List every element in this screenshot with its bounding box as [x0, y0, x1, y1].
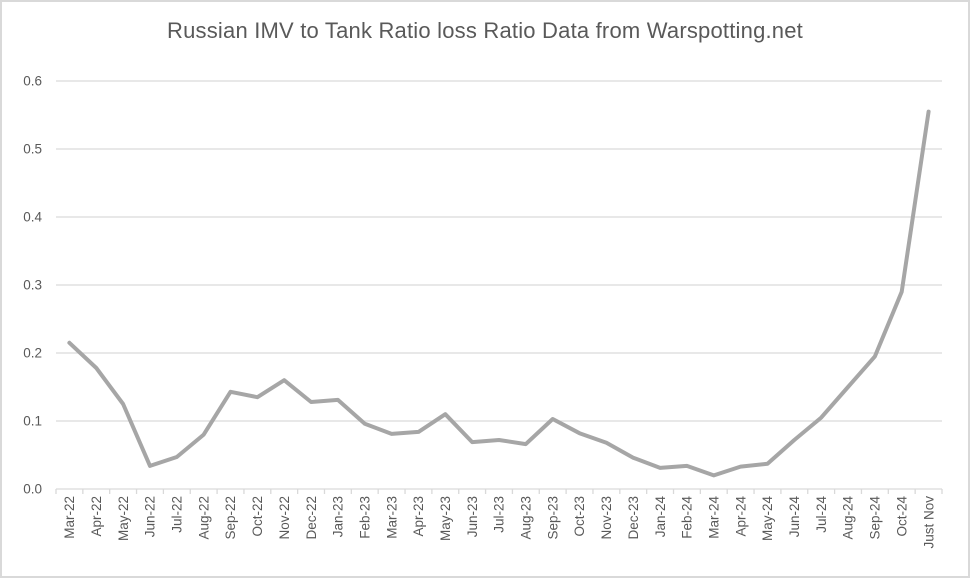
- y-axis-label: 0.6: [23, 74, 42, 89]
- y-axis-labels: 0.0 0.1 0.2 0.3 0.4 0.5 0.6: [23, 74, 42, 497]
- x-axis-label: Jul-24: [814, 496, 829, 533]
- x-axis-ticks: [55, 489, 943, 494]
- x-axis-label: Apr-24: [733, 496, 748, 537]
- x-axis-label: Aug-24: [841, 496, 856, 540]
- x-axis-label: Jun-24: [787, 496, 802, 538]
- x-axis-label: Dec-22: [304, 496, 319, 540]
- chart-title: Russian IMV to Tank Ratio loss Ratio Dat…: [167, 18, 803, 43]
- x-axis-label: Feb-23: [357, 496, 372, 539]
- x-axis-label: Sep-23: [545, 496, 560, 540]
- x-axis-label: May-23: [438, 496, 453, 541]
- x-axis-label: May-24: [760, 496, 775, 542]
- y-axis-label: 0.0: [23, 482, 42, 497]
- x-axis-label: Sep-22: [223, 496, 238, 540]
- x-axis-label: Apr-22: [89, 496, 104, 537]
- x-axis-label: Mar-22: [62, 496, 77, 539]
- x-axis-label: May-22: [116, 496, 131, 541]
- x-axis-label: Feb-24: [680, 496, 695, 539]
- x-axis-label: Jan-23: [331, 496, 346, 537]
- y-axis-label: 0.3: [23, 278, 42, 293]
- x-axis-label: Just Nov: [921, 496, 936, 549]
- x-axis-label: Jul-22: [170, 496, 185, 533]
- x-axis-label: Jun-23: [465, 496, 480, 537]
- y-axis-label: 0.4: [23, 210, 42, 225]
- x-axis-label: Sep-24: [868, 496, 883, 540]
- x-axis-label: Apr-23: [411, 496, 426, 537]
- gridlines: [56, 80, 942, 490]
- x-axis-label: Mar-24: [706, 496, 721, 539]
- x-axis-label: Oct-23: [572, 496, 587, 537]
- x-axis-label: Nov-22: [277, 496, 292, 540]
- y-axis-label: 0.1: [23, 414, 42, 429]
- x-axis-label: Dec-23: [626, 496, 641, 540]
- x-axis-labels: Mar-22 Apr-22 May-22 Jun-22 Jul-22 Aug-22 Sep-…: [62, 496, 936, 549]
- y-axis-label: 0.5: [23, 142, 42, 157]
- x-axis-label: Aug-22: [196, 496, 211, 540]
- x-axis-label: Oct-24: [894, 496, 909, 537]
- x-axis-label: Jul-23: [492, 496, 507, 533]
- y-axis-label: 0.2: [23, 346, 42, 361]
- x-axis-label: Nov-23: [599, 496, 614, 540]
- x-axis-label: Oct-22: [250, 496, 265, 537]
- x-axis-label: Aug-23: [519, 496, 534, 540]
- x-axis-label: Jan-24: [653, 496, 668, 538]
- series-line: [67, 109, 931, 478]
- x-axis-label: Jun-22: [143, 496, 158, 537]
- x-axis-label: Mar-23: [384, 496, 399, 539]
